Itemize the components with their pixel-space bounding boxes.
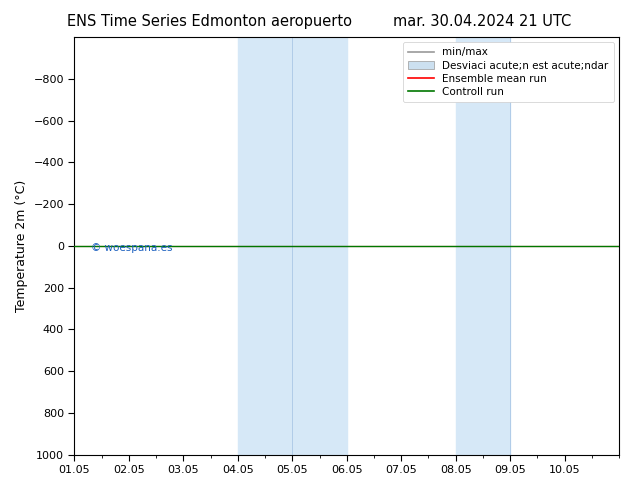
Bar: [238, 37, 292, 455]
Text: © woespana.es: © woespana.es: [91, 243, 172, 253]
Bar: [292, 37, 347, 455]
Text: mar. 30.04.2024 21 UTC: mar. 30.04.2024 21 UTC: [392, 14, 571, 29]
Legend: min/max, Desviaci acute;n est acute;ndar, Ensemble mean run, Controll run: min/max, Desviaci acute;n est acute;ndar…: [403, 42, 614, 102]
Bar: [456, 37, 510, 455]
Y-axis label: Temperature 2m (°C): Temperature 2m (°C): [15, 180, 28, 312]
Text: ENS Time Series Edmonton aeropuerto: ENS Time Series Edmonton aeropuerto: [67, 14, 352, 29]
